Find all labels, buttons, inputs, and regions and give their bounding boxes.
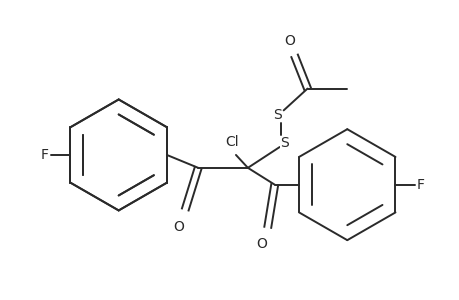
Text: S: S bbox=[280, 136, 288, 150]
Text: F: F bbox=[41, 148, 49, 162]
Text: O: O bbox=[173, 220, 183, 234]
Text: S: S bbox=[273, 108, 281, 122]
Text: O: O bbox=[256, 237, 267, 251]
Text: F: F bbox=[416, 178, 424, 192]
Text: Cl: Cl bbox=[225, 135, 238, 149]
Text: O: O bbox=[284, 34, 294, 48]
